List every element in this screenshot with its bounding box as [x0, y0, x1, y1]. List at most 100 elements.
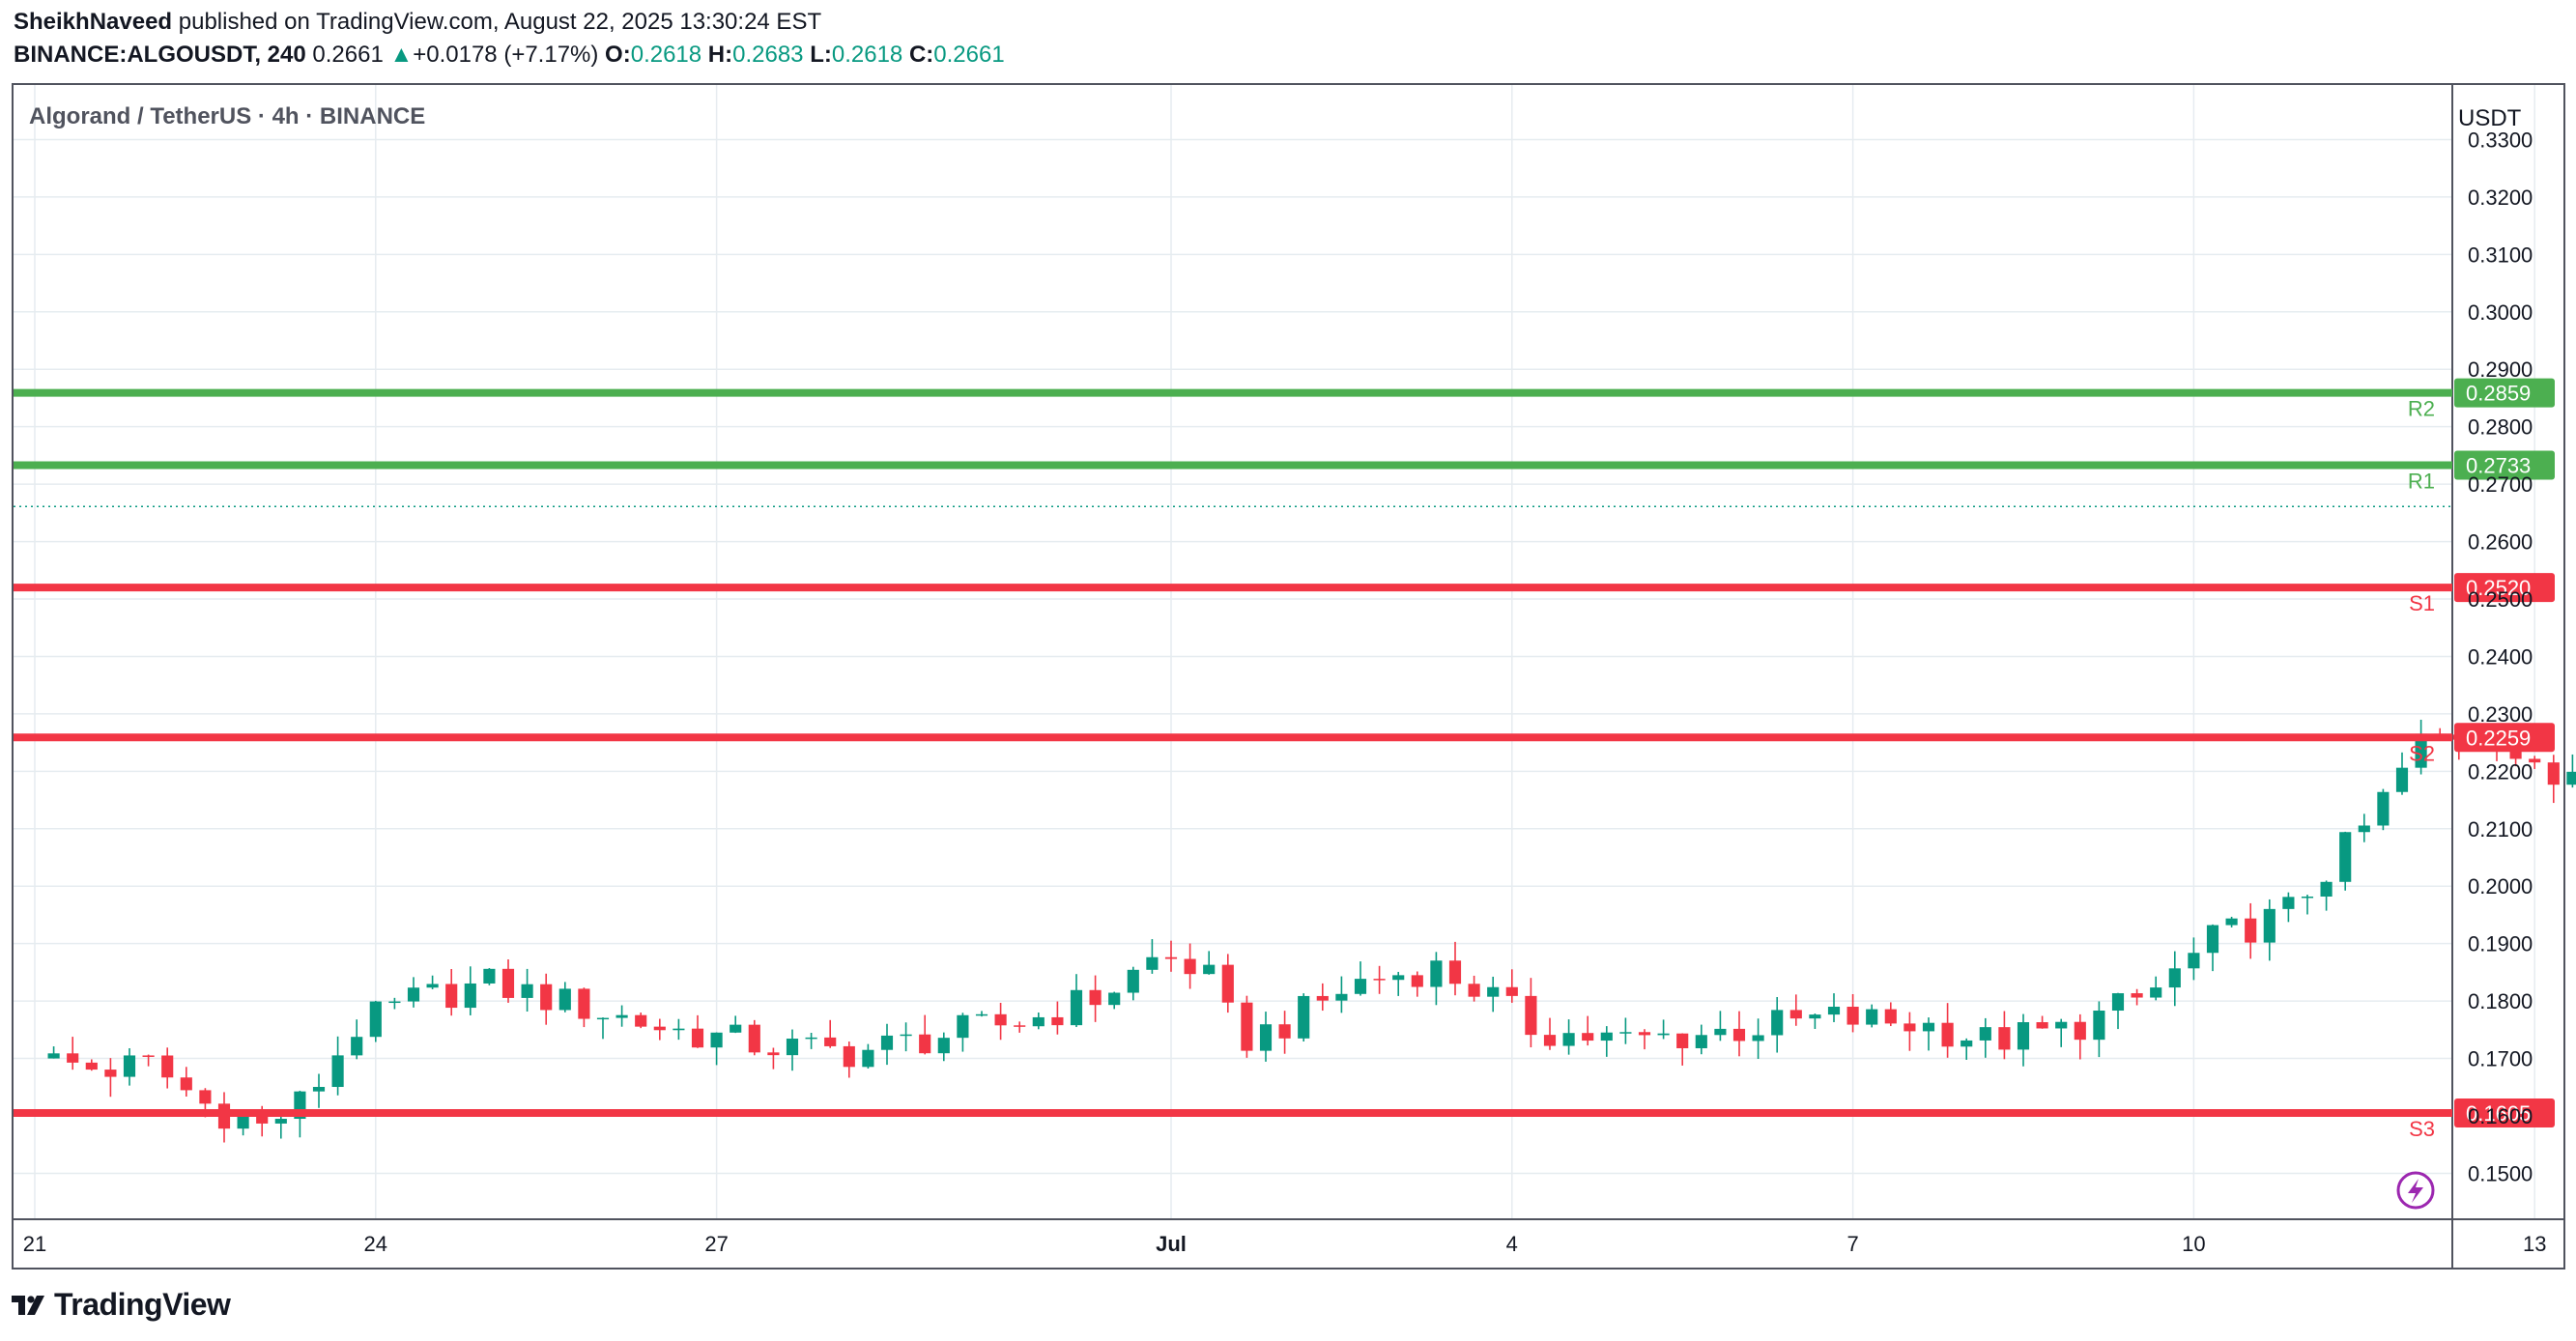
price-tick-label: 0.3000	[2468, 300, 2533, 325]
candle-body	[180, 1077, 192, 1091]
candles	[47, 719, 2576, 1143]
candle	[730, 1015, 742, 1034]
candle	[2547, 755, 2560, 804]
candle	[540, 973, 553, 1025]
candle	[2566, 754, 2576, 788]
candle	[1278, 1011, 1291, 1054]
candle	[1600, 1026, 1613, 1057]
candle	[1448, 941, 1462, 996]
candle	[407, 977, 420, 1008]
candle	[1846, 993, 1859, 1033]
time-tick-label: 7	[1846, 1232, 1858, 1256]
candle-body	[1164, 956, 1178, 959]
candle-body	[1979, 1027, 1991, 1041]
level-s1[interactable]: 0.2520 S1	[14, 573, 2555, 615]
level-price-label: 0.2259	[2466, 726, 2531, 750]
candle	[1638, 1029, 1651, 1050]
candle	[85, 1059, 98, 1071]
candle	[1089, 975, 1102, 1022]
candle-body	[142, 1055, 155, 1057]
candle	[1241, 995, 1253, 1058]
candle-body	[1070, 989, 1083, 1026]
level-price-tag	[2454, 1098, 2555, 1128]
candle-body	[2055, 1021, 2068, 1029]
candle-body	[1903, 1023, 1916, 1032]
candle-body	[1411, 975, 1423, 987]
candle-body	[237, 1116, 249, 1129]
candle-body	[1241, 1002, 1253, 1051]
candle	[957, 1013, 969, 1052]
candle	[1771, 996, 1784, 1053]
level-price-tag	[2454, 378, 2555, 408]
candle-body	[1525, 995, 1537, 1036]
level-s3[interactable]: 0.1605 S3	[14, 1098, 2555, 1141]
candle-body	[1657, 1033, 1670, 1036]
candle	[1051, 1001, 1064, 1035]
candle-body	[786, 1039, 799, 1056]
candle-body	[2358, 825, 2370, 833]
candle-body	[2301, 896, 2314, 899]
candle-body	[521, 984, 533, 998]
candle-body	[1032, 1016, 1045, 1027]
candle	[1961, 1038, 1973, 1060]
price-tick-label: 0.2600	[2468, 530, 2533, 555]
candle-body	[2168, 968, 2181, 988]
candle-body	[1941, 1022, 1954, 1047]
candle-body	[47, 1053, 60, 1059]
tradingview-logo-icon	[12, 1295, 44, 1315]
candle	[767, 1047, 780, 1070]
candle-body	[1582, 1033, 1594, 1041]
candle	[900, 1022, 912, 1052]
candle-body	[1695, 1035, 1707, 1048]
candle-body	[67, 1053, 79, 1063]
candle	[748, 1019, 760, 1056]
candle	[653, 1018, 666, 1041]
candle-body	[1505, 986, 1518, 996]
brand-name: TradingView	[54, 1287, 231, 1322]
time-tick-label: 10	[2182, 1232, 2205, 1256]
candle	[2339, 831, 2352, 891]
last-price: 0.2661	[312, 42, 384, 68]
candle-body	[426, 984, 439, 988]
candle	[2150, 976, 2162, 1001]
candle	[483, 967, 496, 985]
candle-body	[1316, 995, 1329, 1001]
candle-body	[2509, 748, 2522, 759]
author-name: SheikhNaveed	[14, 9, 173, 35]
candle-body	[1278, 1024, 1291, 1039]
candle	[1866, 1004, 1878, 1028]
candle	[426, 975, 439, 989]
candle-body	[123, 1055, 136, 1077]
candle	[2529, 756, 2541, 769]
candle-body	[578, 988, 590, 1019]
candle	[388, 997, 401, 1010]
candle	[312, 1073, 326, 1108]
tradingview-logo[interactable]: TradingView	[12, 1287, 231, 1323]
level-r1[interactable]: 0.2733 R1	[14, 450, 2555, 494]
price-tick-label: 0.3100	[2468, 243, 2533, 267]
candle	[2111, 992, 2125, 1030]
candle-body	[1543, 1035, 1557, 1046]
candle	[1392, 971, 1405, 996]
candle-body	[805, 1037, 817, 1040]
candle-body	[2017, 1022, 2030, 1050]
price-tick-label: 0.2400	[2468, 644, 2533, 669]
time-tick-label: Jul	[1156, 1232, 1187, 1256]
level-s2[interactable]: 0.2259 S2	[14, 723, 2555, 765]
candle-body	[1638, 1032, 1651, 1036]
candle	[805, 1032, 817, 1049]
price-tick-label: 0.1700	[2468, 1047, 2533, 1071]
candle	[1203, 951, 1216, 975]
candle-body	[1487, 986, 1500, 997]
candle-body	[937, 1038, 950, 1054]
lightning-icon[interactable]	[2396, 1171, 2435, 1210]
candle-body	[1732, 1028, 1746, 1041]
level-r2[interactable]: 0.2859 R2	[14, 378, 2555, 421]
candle	[501, 958, 515, 1003]
candle-body	[1771, 1010, 1784, 1036]
price-tick-label: 0.1600	[2468, 1104, 2533, 1128]
candle	[1695, 1024, 1707, 1055]
candle	[1430, 952, 1443, 1006]
candle	[1070, 974, 1083, 1028]
